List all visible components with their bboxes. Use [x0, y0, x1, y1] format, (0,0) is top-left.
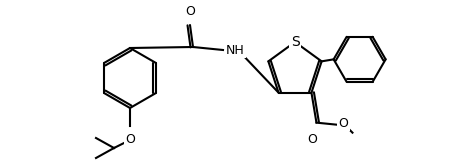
Text: O: O [338, 117, 348, 130]
Text: O: O [125, 133, 135, 146]
Text: NH: NH [226, 44, 245, 56]
Text: O: O [185, 5, 195, 18]
Text: O: O [307, 133, 317, 146]
Text: S: S [291, 35, 300, 49]
